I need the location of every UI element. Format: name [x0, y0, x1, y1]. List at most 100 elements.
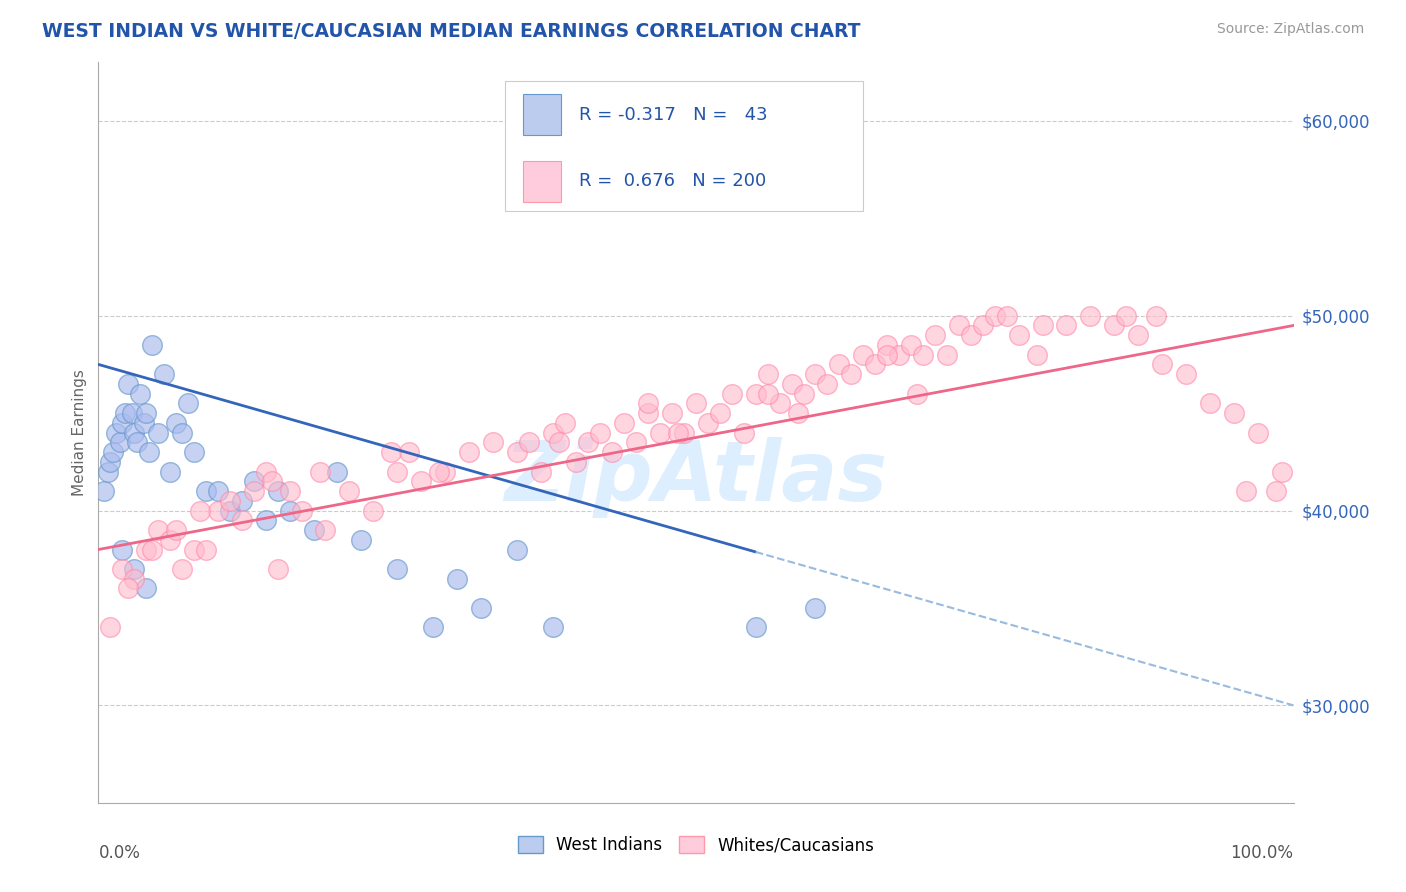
Point [260, 475, 283, 489]
Point [756, 386, 779, 401]
Point [470, 601, 492, 615]
Legend: West Indians, Whites/Caucasians: West Indians, Whites/Caucasians [512, 830, 880, 861]
Point [411, 475, 433, 489]
Point [709, 406, 731, 420]
Point [165, 523, 187, 537]
Point [188, 503, 211, 517]
Point [254, 465, 277, 479]
Point [506, 542, 529, 557]
Point [267, 562, 290, 576]
Point [828, 358, 851, 372]
Point [924, 328, 946, 343]
Point [817, 376, 839, 391]
Point [661, 406, 683, 420]
Point [153, 367, 176, 381]
Point [427, 465, 450, 479]
Point [111, 416, 134, 430]
Point [1128, 328, 1150, 343]
Point [141, 338, 163, 352]
Point [841, 367, 863, 381]
FancyBboxPatch shape [523, 161, 561, 202]
Point [1152, 358, 1174, 372]
Point [804, 601, 827, 615]
Point [219, 493, 242, 508]
Point [125, 435, 148, 450]
Text: ZipAtlas: ZipAtlas [505, 436, 887, 517]
Point [231, 493, 253, 508]
Point [793, 386, 815, 401]
Point [1247, 425, 1270, 440]
Text: R = -0.317   N =   43: R = -0.317 N = 43 [579, 105, 768, 124]
Point [105, 425, 128, 440]
FancyBboxPatch shape [523, 95, 561, 135]
Point [172, 425, 194, 440]
Point [756, 367, 779, 381]
Text: WEST INDIAN VS WHITE/CAUCASIAN MEDIAN EARNINGS CORRELATION CHART: WEST INDIAN VS WHITE/CAUCASIAN MEDIAN EA… [42, 22, 860, 41]
Point [948, 318, 970, 333]
Point [380, 445, 402, 459]
Point [650, 425, 672, 440]
Point [613, 416, 636, 430]
Point [1025, 348, 1047, 362]
Point [995, 309, 1018, 323]
Point [159, 533, 181, 547]
Point [1223, 406, 1246, 420]
Point [637, 396, 659, 410]
Point [302, 523, 325, 537]
Point [124, 425, 146, 440]
Point [972, 318, 994, 333]
Point [114, 406, 136, 420]
Point [278, 484, 301, 499]
Point [984, 309, 1007, 323]
Point [135, 406, 157, 420]
Point [121, 406, 143, 420]
Point [434, 465, 457, 479]
Point [326, 465, 349, 479]
Text: R =  0.676   N = 200: R = 0.676 N = 200 [579, 172, 766, 190]
Point [165, 416, 187, 430]
Point [219, 503, 242, 517]
Point [780, 376, 803, 391]
Point [315, 523, 337, 537]
Point [93, 484, 115, 499]
Point [1144, 309, 1167, 323]
Point [267, 484, 290, 499]
Point [1264, 484, 1286, 499]
Point [482, 435, 505, 450]
Point [1175, 367, 1198, 381]
Point [339, 484, 361, 499]
Point [769, 396, 792, 410]
Point [1199, 396, 1222, 410]
Point [148, 523, 170, 537]
Point [697, 416, 720, 430]
Point [666, 425, 689, 440]
Point [905, 386, 928, 401]
Y-axis label: Median Earnings: Median Earnings [72, 369, 87, 496]
Point [108, 435, 131, 450]
Point [912, 348, 935, 362]
Point [547, 435, 569, 450]
Point [685, 396, 707, 410]
Point [733, 425, 755, 440]
Point [1008, 328, 1031, 343]
Point [385, 562, 409, 576]
Point [637, 406, 659, 420]
Point [786, 406, 808, 420]
Point [177, 396, 200, 410]
Point [889, 348, 911, 362]
Point [159, 465, 181, 479]
Point [1032, 318, 1054, 333]
Point [183, 445, 205, 459]
Point [363, 503, 385, 517]
Point [530, 465, 553, 479]
Point [254, 513, 277, 527]
Point [132, 416, 155, 430]
Point [506, 445, 529, 459]
Point [422, 620, 444, 634]
Point [183, 542, 205, 557]
Point [446, 572, 468, 586]
Text: Source: ZipAtlas.com: Source: ZipAtlas.com [1216, 22, 1364, 37]
Point [960, 328, 983, 343]
Point [578, 435, 600, 450]
Point [745, 620, 768, 634]
